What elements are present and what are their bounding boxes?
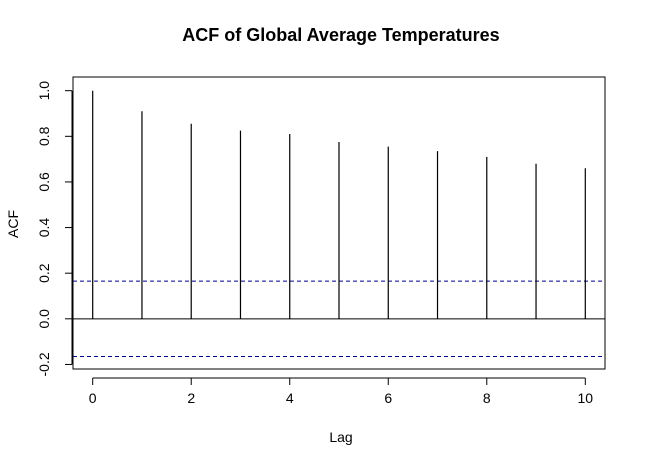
x-axis-label: Lag: [329, 429, 352, 445]
x-tick-label: 0: [89, 390, 97, 406]
y-tick-label: 0.6: [36, 172, 52, 192]
y-tick-label: 0.0: [36, 309, 52, 329]
x-tick-label: 10: [578, 390, 594, 406]
x-tick-label: 8: [483, 390, 491, 406]
x-tick-label: 6: [384, 390, 392, 406]
acf-bars: [92, 90, 586, 319]
y-tick-label: -0.2: [36, 352, 52, 376]
y-axis: -0.2 0.0 0.2 0.4 0.6 0.8 1.0: [36, 81, 73, 377]
chart-title: ACF of Global Average Temperatures: [182, 25, 499, 45]
y-tick-label: 1.0: [36, 81, 52, 101]
y-tick-label: 0.2: [36, 263, 52, 283]
x-tick-label: 2: [187, 390, 195, 406]
x-axis: 0 2 4 6 8 10: [89, 377, 594, 406]
y-tick-label: 0.8: [36, 126, 52, 146]
x-tick-label: 4: [286, 390, 294, 406]
y-tick-label: 0.4: [36, 218, 52, 238]
y-axis-label: ACF: [5, 210, 21, 238]
plot-frame: [72, 76, 606, 370]
